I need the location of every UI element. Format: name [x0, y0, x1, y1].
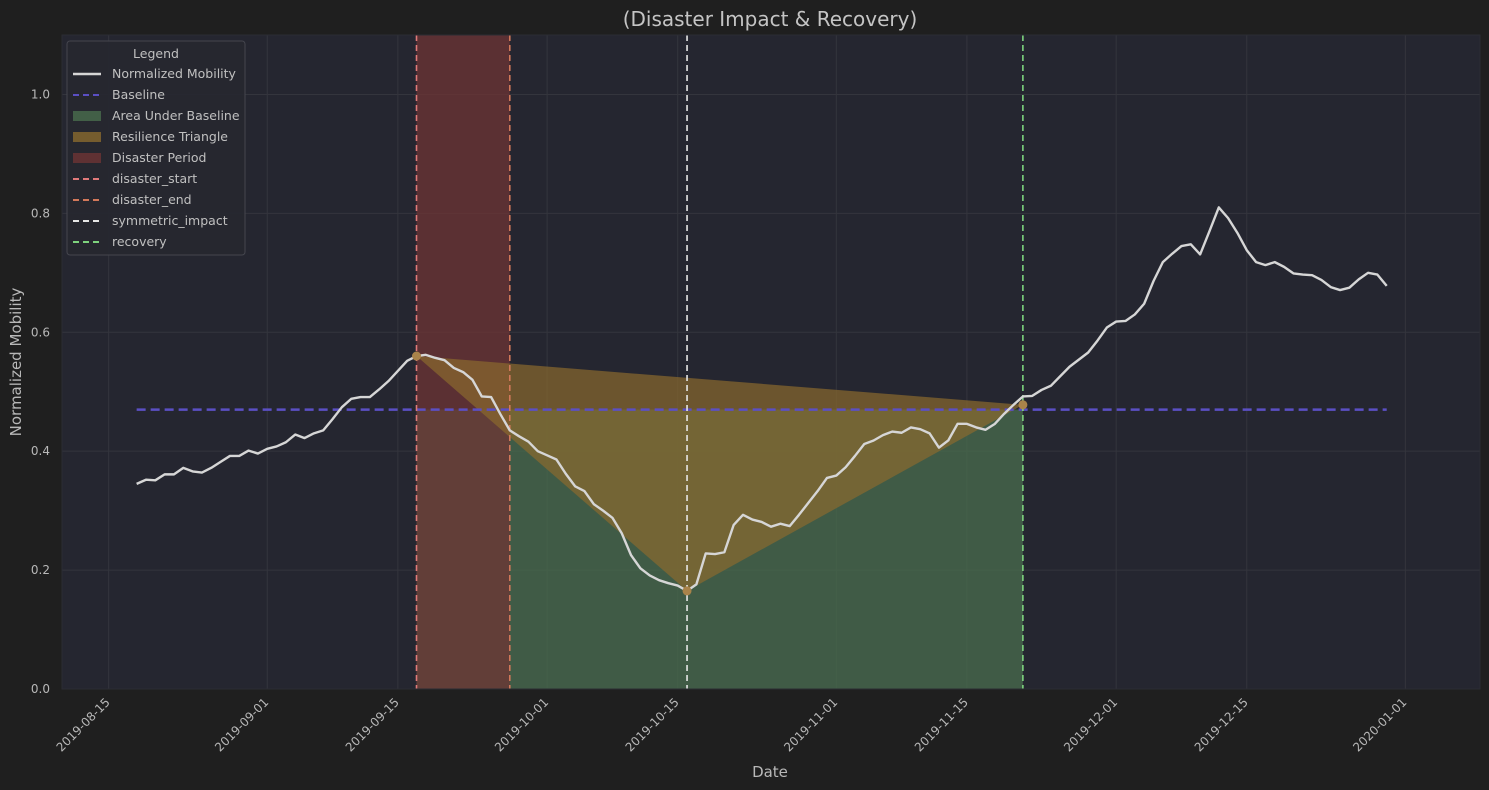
lines	[61, 34, 1481, 690]
grid	[62, 35, 1480, 690]
legend-box	[66, 40, 246, 256]
legend-entry-label: Resilience Triangle	[112, 129, 228, 144]
legend-entry-label: Area Under Baseline	[112, 108, 240, 123]
legend-entry-label: symmetric_impact	[112, 213, 228, 228]
legend-entry-label: Baseline	[112, 87, 165, 102]
triangle-vertex-marker	[1018, 400, 1028, 410]
legend: Legend Normalized Mobility Baseline Area Un…	[66, 40, 246, 256]
legend-entry-label: Normalized Mobility	[112, 66, 237, 81]
y-tick-label: 0.6	[31, 325, 50, 339]
y-axis-label: Normalized Mobility	[7, 288, 25, 437]
legend-entry-label: disaster_start	[112, 171, 197, 186]
legend-entry-label: disaster_end	[112, 192, 192, 207]
legend-swatch	[73, 153, 101, 163]
triangle-vertex-marker	[412, 351, 421, 361]
triangle-vertex-marker	[682, 586, 692, 596]
x-axis-label: Date	[752, 763, 788, 781]
chart-title: (Disaster Impact & Recovery)	[623, 7, 918, 31]
y-tick-label: 1.0	[31, 87, 50, 101]
resilience-triangle	[416, 356, 1023, 591]
legend-entry-label: Disaster Period	[112, 150, 206, 165]
y-tick-label: 0.0	[31, 682, 50, 696]
y-tick-label: 0.4	[31, 444, 50, 458]
legend-entry-label: recovery	[112, 234, 167, 249]
legend-title: Legend	[133, 46, 179, 61]
legend-swatch	[73, 111, 101, 121]
plot-frame	[61, 34, 1481, 690]
legend-swatch	[73, 132, 101, 142]
y-tick-label: 0.8	[31, 206, 50, 220]
fills	[416, 35, 1023, 689]
mobility-line	[136, 206, 1388, 593]
y-tick-label: 0.2	[31, 563, 50, 577]
